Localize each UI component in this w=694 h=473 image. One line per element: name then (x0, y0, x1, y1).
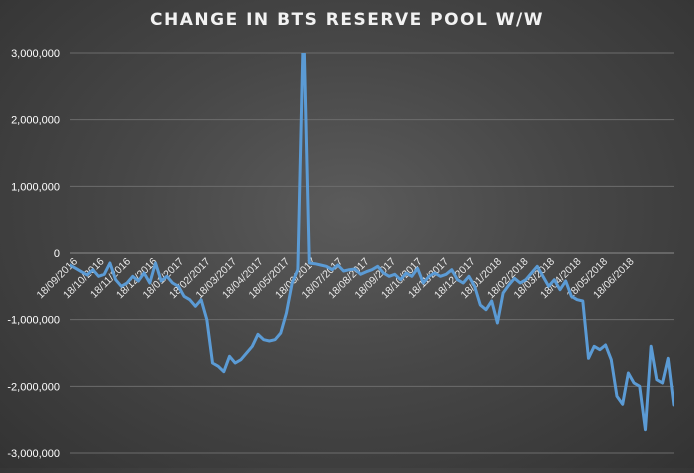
y-tick-label: 0 (54, 248, 60, 260)
series-line (70, 53, 674, 432)
y-tick-label: 1,000,000 (11, 181, 60, 193)
y-tick-label: 3,000,000 (11, 48, 60, 60)
y-tick-label: -3,000,000 (7, 448, 60, 460)
chart-title: CHANGE IN BTS RESERVE POOL W/W (150, 10, 544, 30)
y-tick-label: -1,000,000 (7, 315, 60, 327)
y-tick-label: 2,000,000 (11, 115, 60, 127)
y-tick-label: -2,000,000 (7, 381, 60, 393)
